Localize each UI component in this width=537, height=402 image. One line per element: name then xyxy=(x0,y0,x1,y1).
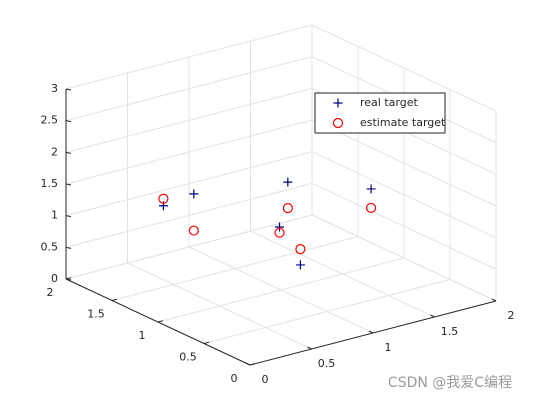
x-tick-label: 0.5 xyxy=(318,357,336,370)
watermark: CSDN @我爱C编程 xyxy=(388,375,512,391)
y-tick-label: 1 xyxy=(139,329,146,342)
y-tick-label: 0 xyxy=(231,372,238,385)
z-tick xyxy=(65,120,72,123)
x-tick xyxy=(307,346,312,350)
grid-line xyxy=(65,214,313,280)
circle-marker xyxy=(274,227,285,238)
legend-box xyxy=(314,92,446,134)
circle-marker xyxy=(282,203,293,214)
grid-line xyxy=(311,214,497,302)
y-tick xyxy=(157,320,164,323)
legend-label: estimate target xyxy=(360,116,446,129)
z-tick-label: 2 xyxy=(51,145,58,158)
z-tick-label: 0 xyxy=(51,272,58,285)
x-tick-label: 1 xyxy=(385,341,392,354)
x-tick-label: 1.5 xyxy=(441,325,459,338)
x-tick xyxy=(491,298,497,302)
circle-marker xyxy=(295,243,306,255)
z-tick-label: 1.5 xyxy=(41,177,59,190)
x-tick-label: 2 xyxy=(508,309,515,322)
y-tick xyxy=(249,363,256,366)
plus-marker xyxy=(333,98,343,108)
z-tick-label: 2.5 xyxy=(41,114,59,127)
grid-line xyxy=(65,151,313,217)
circle-marker xyxy=(158,193,169,204)
z-tick xyxy=(65,183,72,186)
grid-line xyxy=(65,24,313,90)
legend-label: real target xyxy=(360,96,418,109)
grid-line xyxy=(65,56,313,122)
circle-marker xyxy=(188,225,199,236)
plus-marker xyxy=(295,260,305,270)
grid-line xyxy=(311,151,497,239)
plus-marker xyxy=(189,189,199,199)
y-tick-label: 0.5 xyxy=(179,351,197,364)
grid-line xyxy=(65,87,313,153)
circle-marker xyxy=(332,117,344,129)
grid-line xyxy=(311,24,497,112)
grid-line xyxy=(65,182,313,248)
z-tick-label: 1 xyxy=(51,209,58,222)
x-tick xyxy=(430,314,435,318)
grid-line xyxy=(157,257,405,323)
grid-line xyxy=(65,119,313,185)
grid-line xyxy=(203,279,451,344)
z-tick xyxy=(65,88,72,91)
grid-line xyxy=(311,119,497,207)
grid-line xyxy=(111,236,359,301)
z-tick-label: 3 xyxy=(51,82,58,95)
z-tick xyxy=(65,151,72,154)
y-tick-label: 2 xyxy=(47,286,54,299)
plus-marker xyxy=(275,222,285,232)
z-tick xyxy=(65,246,72,249)
y-tick xyxy=(203,341,210,344)
x-tick xyxy=(245,362,251,366)
y-tick xyxy=(111,298,118,301)
x-tick xyxy=(368,330,374,334)
y-tick xyxy=(65,277,72,280)
x-tick-label: 0 xyxy=(262,373,269,386)
z-tick xyxy=(65,215,72,218)
plus-marker xyxy=(283,177,293,187)
z-tick-label: 0.5 xyxy=(41,240,59,253)
y-tick-label: 1.5 xyxy=(87,308,105,321)
circle-marker xyxy=(365,202,377,214)
grid-line xyxy=(311,182,497,270)
plus-marker xyxy=(366,184,376,194)
